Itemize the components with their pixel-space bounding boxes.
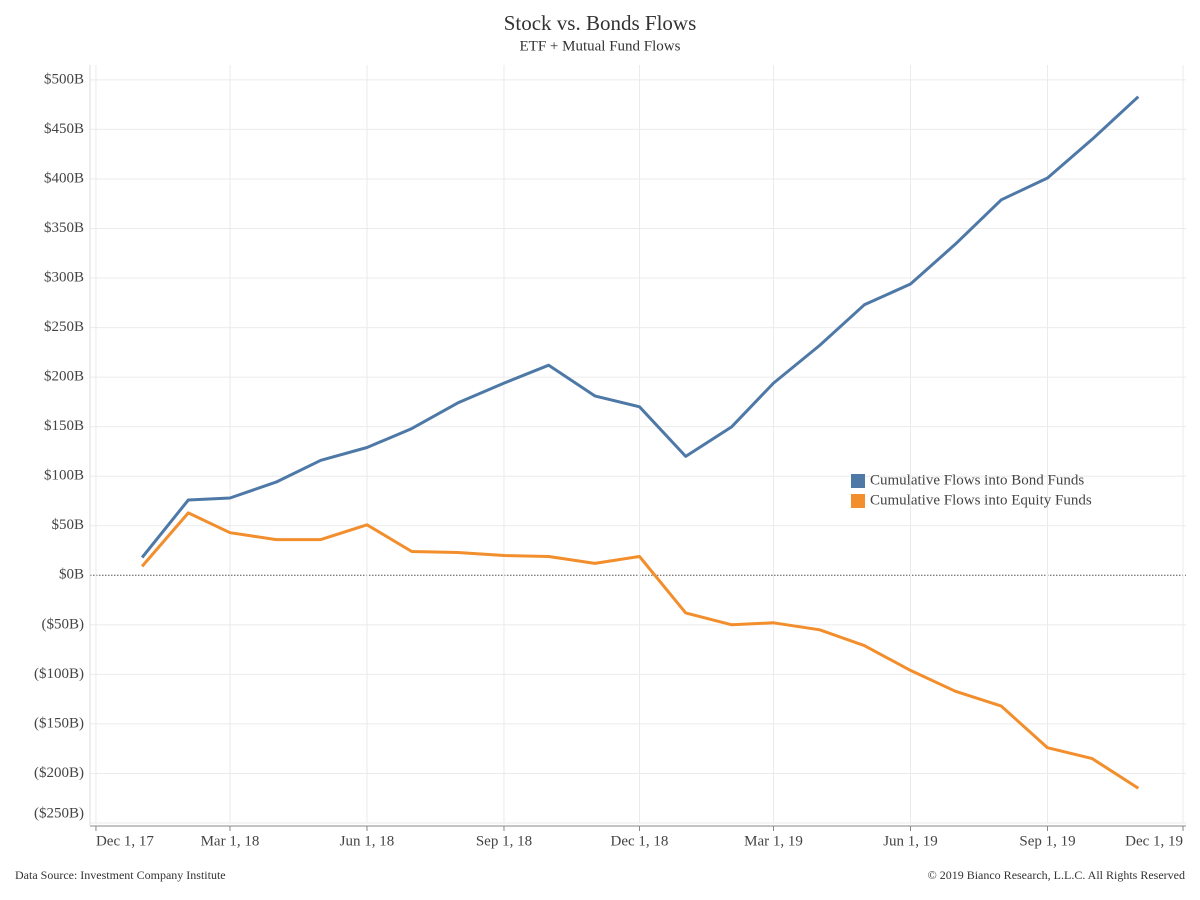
y-tick-label: $500B [44, 71, 84, 87]
y-tick-label: $200B [44, 369, 84, 385]
y-tick-label: $300B [44, 269, 84, 285]
y-tick-label: $100B [44, 468, 84, 484]
y-tick-label: ($150B) [34, 715, 84, 731]
x-tick-label: Dec 1, 19 [1125, 833, 1183, 849]
y-tick-label: $50B [51, 517, 84, 533]
series-line [140, 95, 1140, 559]
y-tick-label: ($200B) [34, 765, 84, 781]
y-tick-label: $150B [44, 418, 84, 434]
y-tick-label: $400B [44, 170, 84, 186]
series-line [140, 511, 1140, 790]
x-tick-label: Jun 1, 18 [340, 833, 395, 849]
legend-swatch [851, 474, 865, 488]
x-tick-label: Dec 1, 18 [611, 833, 669, 849]
y-tick-label: $250B [44, 319, 84, 335]
chart-subtitle: ETF + Mutual Fund Flows [520, 38, 681, 54]
x-tick-label: Sep 1, 18 [476, 833, 532, 849]
source-note: Data Source: Investment Company Institut… [15, 868, 226, 882]
legend-label: Cumulative Flows into Bond Funds [870, 472, 1084, 488]
x-tick-label: Jun 1, 19 [883, 833, 938, 849]
copyright-note: © 2019 Bianco Research, L.L.C. All Right… [928, 868, 1185, 882]
x-tick-label: Mar 1, 19 [744, 833, 803, 849]
x-tick-label: Sep 1, 19 [1019, 833, 1075, 849]
y-tick-label: ($250B) [34, 805, 84, 821]
y-tick-label: $350B [44, 220, 84, 236]
chart-title: Stock vs. Bonds Flows [504, 11, 697, 35]
x-tick-label: Dec 1, 17 [96, 833, 154, 849]
x-tick-label: Mar 1, 18 [201, 833, 260, 849]
y-tick-label: ($50B) [42, 616, 85, 632]
legend-swatch [851, 494, 865, 508]
y-tick-label: $0B [59, 567, 84, 583]
legend-label: Cumulative Flows into Equity Funds [870, 492, 1092, 508]
y-tick-label: $450B [44, 121, 84, 137]
y-tick-label: ($100B) [34, 666, 84, 682]
